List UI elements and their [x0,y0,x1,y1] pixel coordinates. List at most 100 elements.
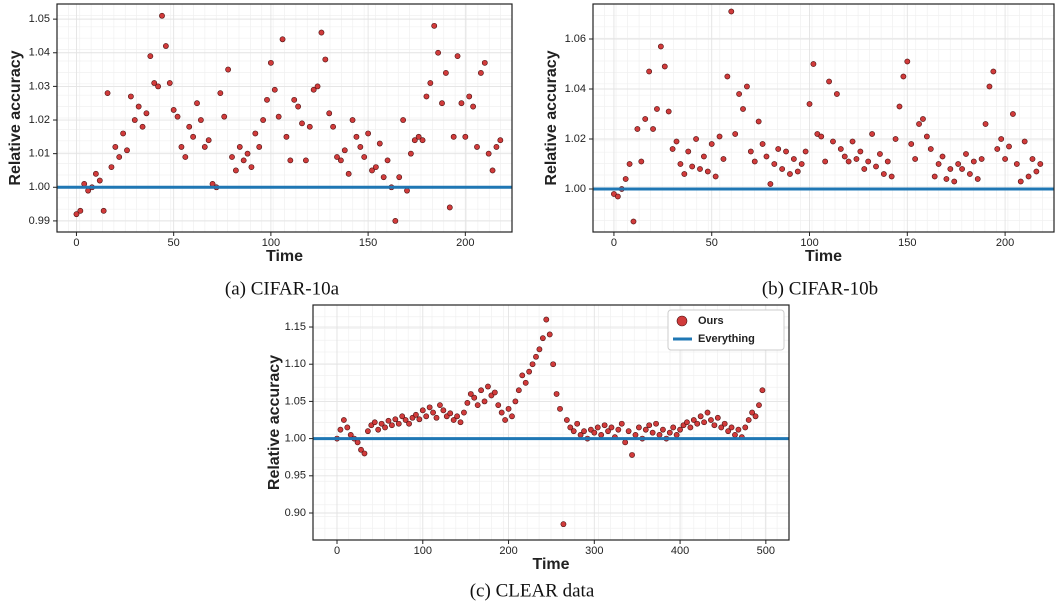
caption: (a) CIFAR-10a [225,278,340,299]
data-point [260,117,267,123]
data-point [916,121,922,127]
data-point [182,154,189,160]
x-axis-label: Time [532,556,569,573]
data-point [427,80,434,86]
data-point [515,387,522,394]
data-point [1010,111,1016,117]
data-point [634,126,641,132]
data-point [669,146,676,152]
data-point [124,147,130,154]
data-point [100,207,107,214]
data-point [112,144,119,150]
data-point [186,123,193,130]
data-point [108,164,115,170]
data-point [626,161,633,167]
data-point [704,168,711,175]
data-point [553,391,560,397]
data-point [646,68,653,75]
x-tick-label: 200 [996,237,1014,249]
y-axis-label: Relative accuracy [7,50,24,185]
data-point [392,218,399,224]
data-point [622,176,629,182]
data-point [470,103,477,110]
data-point [759,141,766,147]
data-point [495,402,502,409]
data-point [96,177,103,184]
data-point [474,144,480,150]
data-point [594,424,601,431]
x-tick-label: 150 [359,237,377,249]
data-point [642,426,649,433]
x-tick-label: 0 [73,237,79,249]
data-point [197,117,204,123]
data-point [291,96,298,103]
data-point [1029,156,1036,162]
data-point [404,187,410,194]
data-point [714,414,721,421]
data-point [143,110,150,117]
data-point [700,153,707,160]
data-point [435,49,442,56]
data-point [485,150,492,157]
data-point [779,166,786,172]
data-point [358,446,364,453]
data-point [447,410,454,417]
data-point [431,22,438,29]
data-point [1002,156,1009,162]
data-point [369,167,375,174]
data-point [354,439,361,446]
data-point [384,157,391,164]
data-point [810,61,817,67]
data-point [744,83,750,90]
data-point [337,157,344,164]
data-point [728,424,735,431]
x-tick-label: 100 [262,237,280,249]
y-tick-label: 1.15 [285,321,306,333]
data-point [740,106,746,112]
data-point [767,181,774,187]
x-tick-label: 100 [800,237,818,249]
data-point [908,141,915,147]
data-point [677,426,683,433]
y-tick-label: 1.00 [29,181,50,193]
data-point [978,156,985,162]
data-point [485,383,491,390]
data-point [402,417,409,423]
data-point [884,158,891,165]
data-point [665,108,672,115]
data-point [357,144,364,150]
data-point [693,136,699,142]
data-point [439,100,445,107]
data-point [489,167,496,174]
y-tick-label: 1.03 [29,80,50,92]
data-point [376,140,383,147]
plot-frame [56,3,513,233]
y-tick-label: 1.04 [29,47,50,59]
data-point [396,174,403,181]
data-point [389,422,395,429]
data-point [931,173,938,180]
data-point [955,161,962,167]
data-point [673,138,680,145]
data-point [178,144,185,150]
data-point [896,103,903,110]
legend-marker [676,315,688,327]
data-point [654,106,660,112]
data-point [512,398,519,405]
data-point [236,144,243,150]
data-point [166,80,173,86]
data-point [670,424,677,431]
data-point [509,413,515,420]
data-point [653,420,659,427]
data-point [759,387,766,394]
data-point [550,361,557,368]
data-point [615,426,622,433]
y-tick-label: 1.02 [565,133,586,145]
data-point [771,161,778,167]
data-point [229,154,235,160]
data-point [721,420,728,427]
data-point [411,137,418,144]
data-point [763,153,770,160]
data-point [151,80,158,86]
data-point [337,426,344,433]
